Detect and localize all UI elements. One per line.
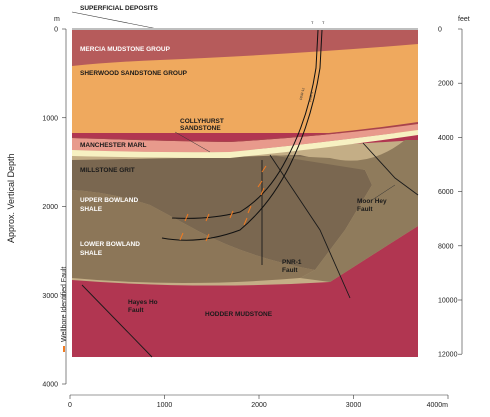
moor-hey-label-line1: Moor Hey [357,198,387,205]
manchester-marl-layer [72,124,418,153]
pnr1-fault-lower [269,154,351,299]
pnr2-well-label: PNR-2 [308,91,314,102]
right-axis-unit: feet [458,16,470,23]
right-tick-label: 6000 [438,189,454,196]
pnr1z-well-label: PNR-1z [299,87,306,100]
bottom-axis-ticks: 0 1000 2000 3000 4000m [68,395,449,409]
superficial-deposits-strip [72,28,418,30]
right-tick-label: 8000 [438,243,454,250]
collyhurst-label-line1: COLLYHURST [180,118,224,125]
hodder-label: HODDER MUDSTONE [205,311,273,318]
well-head-marker-1: T [311,20,314,25]
collyhurst-label-line2: SANDSTONE [180,125,221,132]
superficial-deposits-leader [71,11,159,30]
manchester-label: MANCHESTER MARL [80,142,146,149]
bottom-tick-label: 0 [68,402,72,409]
moor-hey-fault-line [362,142,419,196]
moor-hey-block [270,140,418,282]
pnr1-fault-label-line1: PNR-1 [282,259,302,266]
left-axis-ticks: 0 1000 2000 3000 4000 [42,27,66,389]
collyhurst-sandstone-layer [72,130,418,158]
moor-hey-label-line2: Fault [357,206,373,213]
left-tick-label: 3000 [42,293,58,300]
hayes-ho-label-line1: Hayes Ho [128,299,158,306]
left-tick-label: 2000 [42,204,58,211]
legend-fault-label: Wellbore Identified Fault [61,267,68,342]
pnr1-fault-label-line2: Fault [282,267,298,274]
right-tick-label: 2000 [438,81,454,88]
lower-bowland-shale-layer [72,190,315,283]
well-head-marker-2: T [322,20,325,25]
millstone-label: MILLSTONE GRIT [80,167,135,174]
pnr2-well-path [161,29,323,241]
moor-hey-leader [371,184,396,201]
right-tick-label: 4000 [438,135,454,142]
upper-bowland-shale-layer [72,155,372,270]
bottom-tick-label: 4000m [427,402,449,409]
mercia-mudstone-layer [72,29,418,66]
right-tick-label: 10000 [438,298,458,305]
right-axis-ticks: 0 2000 4000 6000 8000 10000 12000 [438,27,462,359]
left-axis-title: Approx. Vertical Depth [6,153,16,243]
hayes-ho-label-line2: Fault [128,307,144,314]
mercia-label: MERCIA MUDSTONE GROUP [80,46,171,53]
lower-bowland-label-line1: LOWER BOWLAND [80,241,140,248]
superficial-deposits-label: SUPERFICIAL DEPOSITS [80,5,159,12]
upper-bowland-label-line2: SHALE [80,206,103,213]
lower-bowland-label-line2: SHALE [80,250,103,257]
left-axis-unit: m [54,16,60,23]
bottom-tick-label: 3000 [346,402,362,409]
collyhurst-leader [174,131,211,153]
left-tick-label: 0 [54,27,58,34]
bottom-tick-label: 2000 [251,402,267,409]
upper-bowland-label-line1: UPPER BOWLAND [80,197,138,204]
left-tick-label: 1000 [42,115,58,122]
right-tick-label: 0 [438,27,442,34]
hayes-ho-fault-line [81,284,153,358]
wellbore-fault-markers [179,165,267,242]
right-tick-label: 12000 [438,352,458,359]
manchester-marl-top-line [72,122,418,142]
bottom-tick-label: 1000 [157,402,173,409]
pnr1z-well-path [171,29,319,219]
left-tick-label: 4000 [42,382,58,389]
sherwood-label: SHERWOOD SANDSTONE GROUP [80,70,188,77]
